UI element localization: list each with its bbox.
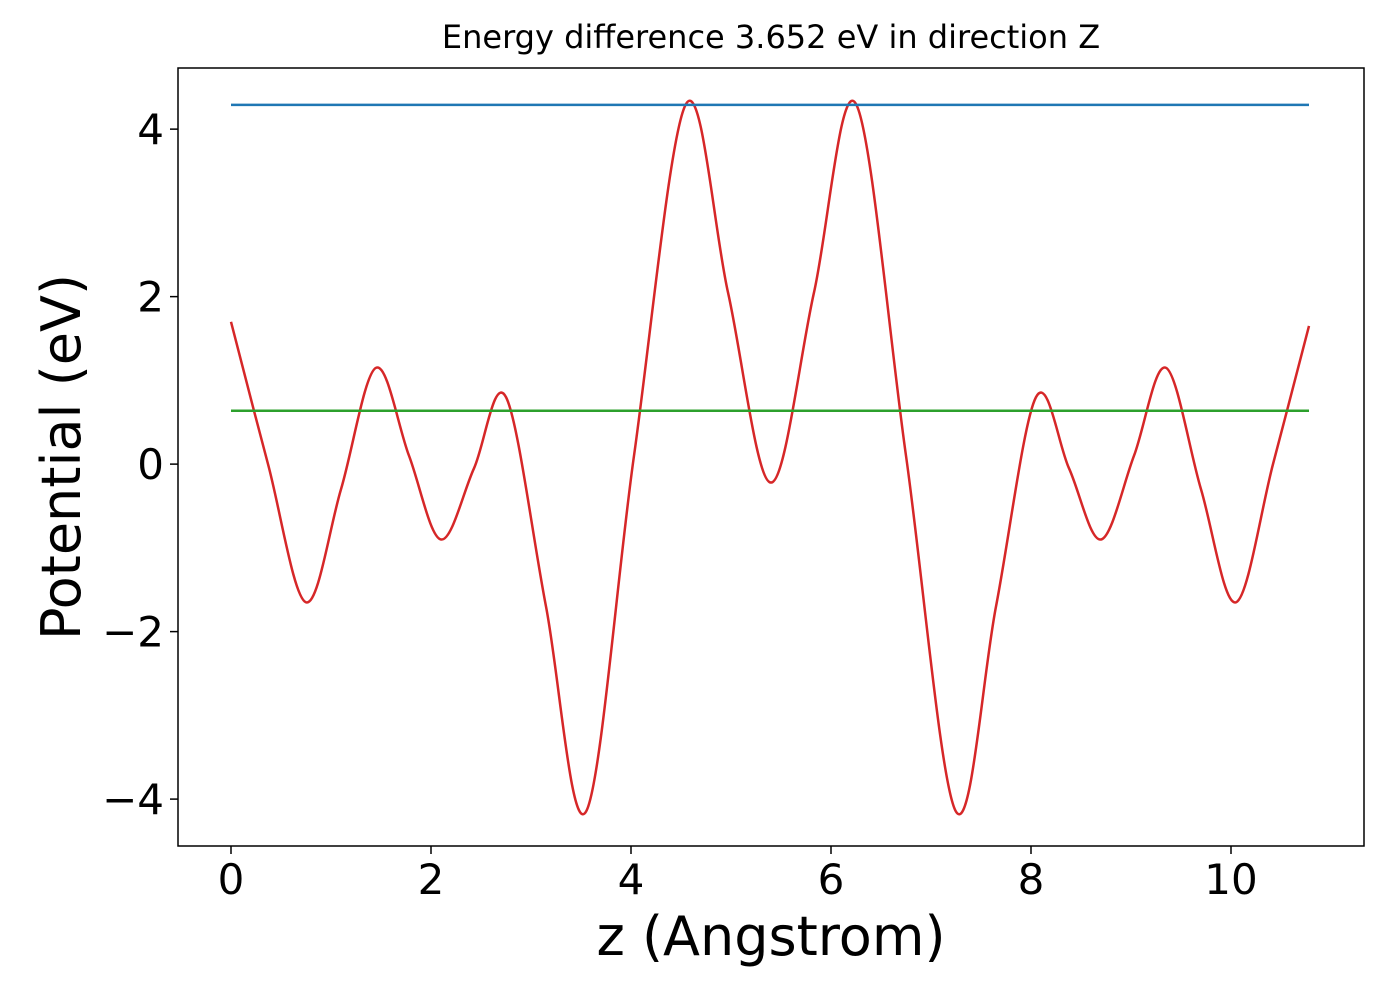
- y-tick-label: −4: [102, 775, 164, 824]
- y-tick-label: 0: [137, 440, 164, 489]
- y-axis-label: Potential (eV): [30, 274, 93, 640]
- y-tick-label: 4: [137, 105, 164, 154]
- x-tick-label: 10: [1204, 855, 1257, 904]
- chart-title: Energy difference 3.652 eV in direction …: [442, 18, 1100, 56]
- x-tick-label: 4: [618, 855, 645, 904]
- y-tick-label: 2: [137, 273, 164, 322]
- series-line: [229, 99, 1311, 816]
- x-tick-label: 6: [818, 855, 845, 904]
- x-tick-label: 0: [218, 855, 245, 904]
- plot-frame: [177, 67, 1365, 847]
- x-axis-label: z (Angstrom): [596, 905, 945, 968]
- y-tick-label: −2: [102, 608, 164, 657]
- x-tick-label: 2: [418, 855, 445, 904]
- x-tick-label: 8: [1018, 855, 1045, 904]
